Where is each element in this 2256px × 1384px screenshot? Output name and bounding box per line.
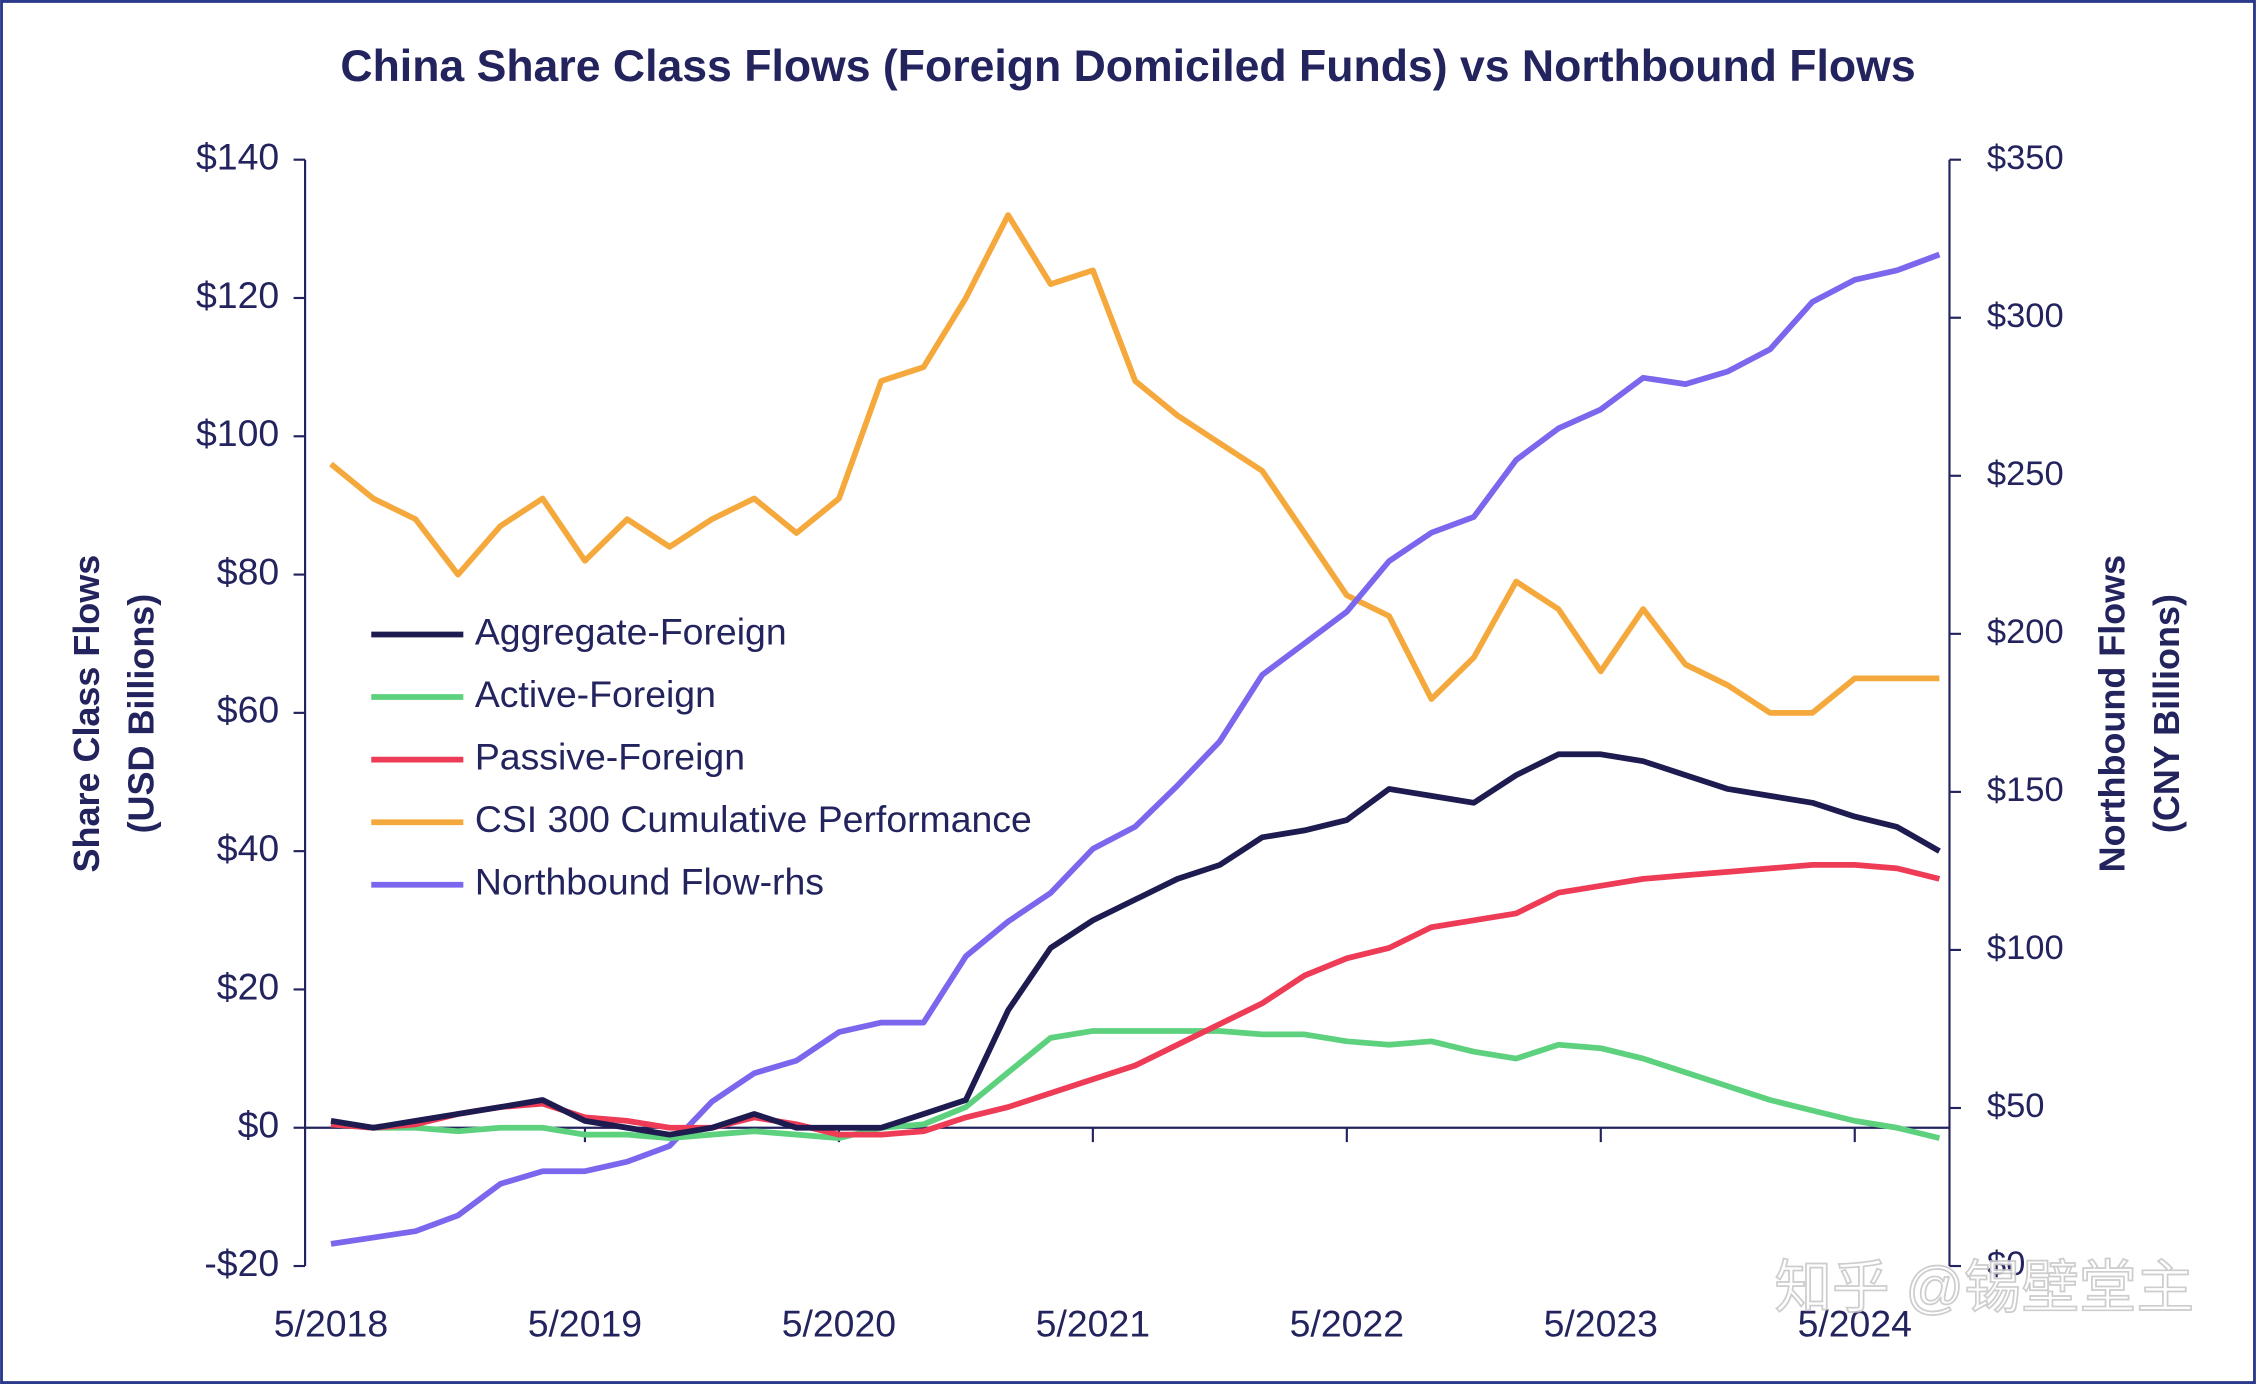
y2-axis-label: Northbound Flows (CNY Billions): [2091, 555, 2187, 873]
y2-axis-label-line: (CNY Billions): [2146, 594, 2187, 833]
watermark: 知乎 @锡壁堂主: [1774, 1256, 2194, 1320]
y2-tick-label: $50: [1987, 1087, 2045, 1125]
series-line: [329, 212, 1940, 716]
x-tick-label: 5/2019: [528, 1302, 642, 1344]
series-line: [330, 751, 1941, 1138]
y-axis-label-line: (USD Billions): [120, 594, 161, 834]
y2-tick-label: $200: [1987, 613, 2064, 651]
legend-label: Aggregate-Foreign: [475, 610, 787, 652]
y-tick-label: $40: [217, 827, 279, 869]
y-axis-label: Share Class Flows (USD Billions): [66, 555, 162, 873]
series-line: [330, 1028, 1941, 1142]
y-tick-label: $100: [196, 412, 279, 454]
y2-tick-label: $150: [1987, 771, 2064, 809]
y-tick-label: $80: [217, 550, 279, 592]
x-tick-label: 5/2020: [782, 1302, 896, 1344]
y2-tick-label: $0: [1987, 1245, 2025, 1283]
y-axis-label-line: Share Class Flows: [66, 555, 107, 873]
y2-tick-label: $250: [1987, 455, 2064, 493]
series-line: [330, 251, 1941, 1247]
legend-label: Active-Foreign: [475, 673, 716, 715]
legend-label: Passive-Foreign: [475, 735, 745, 777]
y-tick-label: $140: [196, 136, 279, 178]
x-tick-label: 5/2022: [1290, 1302, 1404, 1344]
y-tick-label: $120: [196, 274, 279, 316]
x-tick-label: 5/2024: [1798, 1302, 1912, 1344]
chart-title: China Share Class Flows (Foreign Domicil…: [340, 42, 1915, 91]
legend-label: Northbound Flow-rhs: [475, 861, 824, 903]
y2-tick-label: $350: [1987, 139, 2064, 177]
x-tick-label: 5/2018: [274, 1302, 388, 1344]
y-tick-label: $20: [217, 965, 279, 1007]
series-line: [330, 862, 1941, 1138]
x-tick-label: 5/2023: [1544, 1302, 1658, 1344]
x-tick-label: 5/2021: [1036, 1302, 1150, 1344]
y-tick-label: $60: [217, 689, 279, 731]
legend-label: CSI 300 Cumulative Performance: [475, 798, 1032, 840]
y2-tick-label: $100: [1987, 929, 2064, 967]
y2-axis-label-line: Northbound Flows: [2091, 555, 2132, 873]
y-tick-label: $0: [238, 1104, 280, 1146]
y-tick-label: -$20: [204, 1242, 279, 1284]
y2-tick-label: $300: [1987, 297, 2064, 335]
